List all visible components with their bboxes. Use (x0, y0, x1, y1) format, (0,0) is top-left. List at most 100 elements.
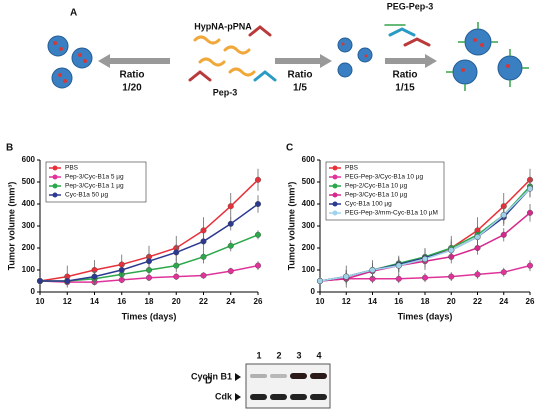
data-point (527, 185, 534, 192)
ratio-word: Ratio (120, 70, 145, 81)
data-point (200, 227, 207, 234)
data-point (227, 268, 234, 275)
x-tick-label: 10 (316, 297, 325, 306)
data-point (37, 278, 44, 285)
data-point (173, 273, 180, 280)
y-tick-label: 400 (22, 199, 36, 208)
data-point (395, 262, 402, 269)
panel-label: A (70, 8, 77, 19)
data-point (527, 262, 534, 269)
data-point (254, 200, 261, 207)
legend-label: Cyc-B1a 50 µg (65, 192, 109, 199)
data-point (448, 273, 455, 280)
y-tick-label: 100 (302, 265, 316, 274)
ratio-value: 1/20 (122, 83, 142, 94)
data-point (500, 231, 507, 238)
data-point (500, 269, 507, 276)
x-tick-label: 22 (473, 297, 482, 306)
x-tick-label: 12 (63, 297, 72, 306)
data-point (448, 247, 455, 254)
data-point (527, 209, 534, 216)
x-tick-label: 18 (145, 297, 154, 306)
y-axis-title: Tumor volume (mm³) (6, 182, 16, 271)
data-point (474, 233, 481, 240)
data-point (422, 256, 429, 263)
data-point (200, 238, 207, 245)
data-point (474, 244, 481, 251)
x-tick-label: 18 (421, 297, 430, 306)
x-tick-label: 26 (254, 297, 263, 306)
legend-marker (52, 174, 58, 180)
ratio-value: 1/15 (395, 83, 415, 94)
x-tick-label: 16 (394, 297, 403, 306)
data-point (395, 275, 402, 282)
data-point (227, 203, 234, 210)
panel-label: C (286, 143, 293, 154)
legend-box (325, 161, 445, 221)
data-point (254, 262, 261, 269)
data-point (91, 273, 98, 280)
probe-label: HypNA-pPNA (194, 21, 252, 31)
legend-label: Pep-3/Cyc-B1a 1 µg (65, 183, 124, 190)
legend-label: Pep-2/Cyc-B1a 10 µg (345, 183, 408, 190)
y-tick-label: 100 (22, 265, 36, 274)
data-point (200, 272, 207, 279)
x-axis-title: Times (days) (398, 311, 453, 321)
legend-box (45, 161, 147, 203)
legend-marker (332, 183, 338, 189)
y-tick-label: 600 (302, 155, 316, 164)
x-axis-title: Times (days) (122, 311, 177, 321)
x-tick-label: 22 (199, 297, 208, 306)
data-point (118, 267, 125, 274)
x-tick-label: 26 (526, 297, 535, 306)
peg-label: PEG-Pep-3 (387, 1, 434, 11)
lane-label: 2 (276, 350, 281, 360)
ratio-value: 1/5 (293, 83, 307, 94)
y-tick-label: 200 (302, 243, 316, 252)
lane-label: 1 (256, 350, 261, 360)
y-tick-label: 200 (22, 243, 36, 252)
data-point (227, 220, 234, 227)
data-point (500, 211, 507, 218)
data-point (317, 278, 324, 285)
legend-marker (52, 183, 58, 189)
x-tick-label: 24 (226, 297, 235, 306)
y-tick-label: 0 (311, 287, 316, 296)
data-point (145, 258, 152, 265)
data-point (200, 253, 207, 260)
carrier-label: Pep-3 (213, 87, 238, 97)
band-label: Cdk (215, 391, 233, 401)
y-tick-label: 400 (302, 199, 316, 208)
series-line (319, 212, 531, 282)
data-point (474, 271, 481, 278)
legend-label: PEG-Pep-3/Cyc-B1a 10 µg (345, 174, 424, 181)
legend-label: PBS (345, 165, 359, 172)
data-point (227, 242, 234, 249)
legend-label: Pep-3/Cyc-B1a 10 µg (345, 192, 408, 199)
y-tick-label: 300 (302, 221, 316, 230)
y-tick-label: 0 (31, 287, 36, 296)
data-point (254, 176, 261, 183)
legend-label: PEG-Pep-3/mm-Cyc-B1a 10 µM (345, 210, 438, 217)
legend-label: Cyc-B1a 100 µg (345, 201, 392, 208)
y-tick-label: 600 (22, 155, 36, 164)
legend-marker (332, 174, 338, 180)
legend-marker (52, 165, 58, 171)
x-tick-label: 14 (368, 297, 377, 306)
y-tick-label: 500 (22, 177, 36, 186)
lane-label: 3 (296, 350, 301, 360)
data-point (254, 231, 261, 238)
y-axis-title: Tumor volume (mm³) (286, 182, 296, 271)
data-point (343, 273, 350, 280)
panel-label: B (6, 143, 13, 154)
x-tick-label: 20 (172, 297, 181, 306)
data-point (145, 274, 152, 281)
x-tick-label: 12 (342, 297, 351, 306)
data-point (173, 249, 180, 256)
y-tick-label: 300 (22, 221, 36, 230)
western-blot (235, 363, 331, 409)
panel-label: D (205, 376, 212, 387)
data-point (369, 267, 376, 274)
legend-marker (332, 210, 338, 216)
